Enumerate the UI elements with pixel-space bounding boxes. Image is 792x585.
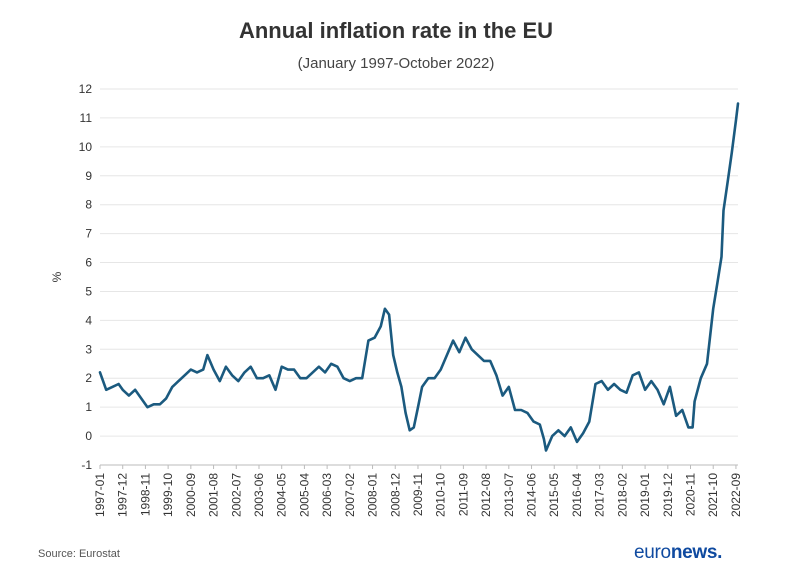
x-tick-label: 2014-06 — [525, 473, 539, 517]
x-tick-label: 2009-11 — [411, 473, 425, 516]
x-tick-label: 2018-02 — [615, 473, 629, 517]
x-tick-label: 2004-05 — [275, 473, 289, 517]
x-tick-label: 2011-09 — [456, 473, 470, 516]
x-tick-label: 2019-12 — [661, 473, 675, 517]
x-tick-label: 2008-12 — [388, 473, 402, 517]
x-tick-label: 2022-09 — [729, 473, 743, 517]
inflation-series-line — [100, 104, 738, 451]
x-tick-label: 2015-05 — [547, 473, 561, 517]
euronews-logo: euronews. — [634, 542, 722, 564]
logo-text-bold: news — [671, 542, 717, 563]
y-tick-label: 9 — [85, 169, 92, 183]
x-tick-label: 1997-01 — [93, 473, 107, 517]
line-chart: -10123456789101112%1997-01 1997-12 1998-11… — [0, 0, 792, 585]
x-tick-label: 2020-11 — [684, 473, 698, 516]
x-tick-label: 2001-08 — [207, 473, 221, 517]
x-tick-label: 2021-10 — [706, 473, 720, 517]
x-tick-label: 2010-10 — [434, 473, 448, 517]
x-tick-label: 1998-11 — [138, 473, 152, 516]
x-tick-label: 2008-01 — [366, 473, 380, 517]
x-tick-label: 2019-01 — [638, 473, 652, 517]
y-tick-label: 6 — [85, 256, 92, 270]
y-tick-label: 7 — [85, 227, 92, 241]
y-tick-label: 4 — [85, 313, 92, 327]
x-tick-label: 2000-09 — [184, 473, 198, 517]
y-tick-label: 10 — [79, 140, 93, 154]
x-tick-label: 1999-10 — [161, 473, 175, 517]
x-tick-label: 2005-04 — [297, 473, 311, 517]
y-tick-label: 12 — [79, 82, 93, 96]
x-tick-label: 2002-07 — [229, 473, 243, 517]
y-tick-label: 5 — [85, 284, 92, 298]
source-note: Source: Eurostat — [38, 548, 120, 560]
x-tick-label: 2006-03 — [320, 473, 334, 517]
x-tick-label: 1997-12 — [116, 473, 130, 517]
x-tick-label: 2016-04 — [570, 473, 584, 517]
logo-dot: . — [717, 542, 722, 563]
x-tick-label: 2017-03 — [593, 473, 607, 517]
y-tick-label: 2 — [85, 371, 92, 385]
logo-text-light: euro — [634, 542, 671, 563]
y-tick-label: 8 — [85, 198, 92, 212]
y-axis-label: % — [50, 271, 64, 282]
y-tick-label: 1 — [85, 400, 92, 414]
x-tick-label: 2012-08 — [479, 473, 493, 517]
y-tick-label: -1 — [81, 458, 92, 472]
x-tick-label: 2007-02 — [343, 473, 357, 517]
y-tick-label: 0 — [85, 429, 92, 443]
y-tick-label: 11 — [80, 111, 93, 125]
x-tick-label: 2013-07 — [502, 473, 516, 517]
y-tick-label: 3 — [85, 342, 92, 356]
x-tick-label: 2003-06 — [252, 473, 266, 517]
